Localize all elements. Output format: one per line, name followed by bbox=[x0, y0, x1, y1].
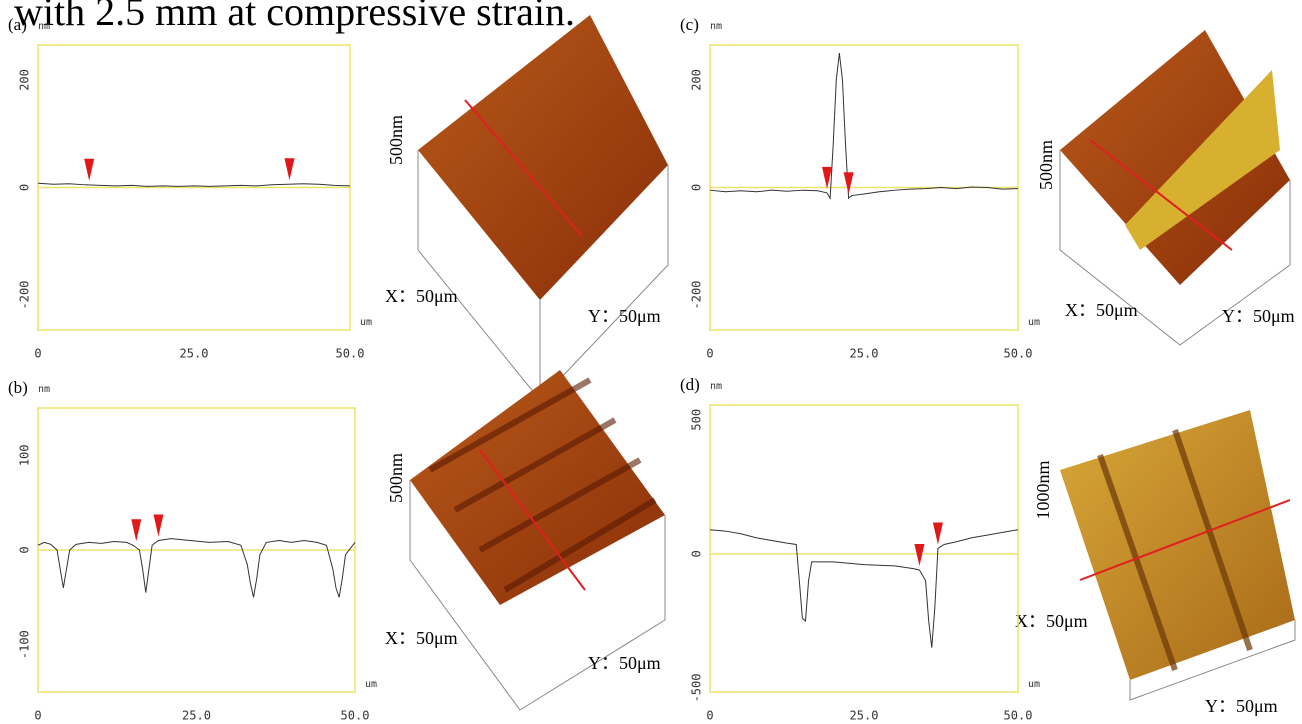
cursor-marker bbox=[84, 158, 95, 181]
afm-3d-d bbox=[1060, 410, 1296, 701]
x-tick-label: 0 bbox=[34, 347, 41, 361]
y-label: Y：50μm bbox=[1222, 306, 1295, 326]
x-tick-label: 25.0 bbox=[180, 347, 209, 361]
profile-line bbox=[709, 53, 1019, 200]
x-tick-label: 25.0 bbox=[850, 347, 879, 361]
y-tick-label: -200 bbox=[18, 281, 32, 310]
z-label: 500nm bbox=[1036, 140, 1056, 190]
panel-label: (b) bbox=[8, 378, 28, 397]
cursor-marker bbox=[932, 522, 943, 545]
x-label: X：50μm bbox=[385, 286, 458, 306]
x-tick-label: 50.0 bbox=[1004, 709, 1033, 723]
x-unit: um bbox=[1028, 317, 1040, 328]
profile-line bbox=[37, 182, 351, 187]
cursor-marker bbox=[914, 543, 925, 566]
afm-3d-b bbox=[409, 370, 666, 711]
x-tick-label: 0 bbox=[706, 709, 713, 723]
x-tick-label: 0 bbox=[34, 709, 41, 723]
y-unit: nm bbox=[38, 21, 50, 32]
y-unit: nm bbox=[38, 384, 50, 395]
panel-label: (d) bbox=[680, 375, 700, 394]
cursor-marker bbox=[822, 166, 833, 189]
x-unit: um bbox=[1028, 679, 1040, 690]
x-label: X：50μm bbox=[1065, 300, 1138, 320]
y-unit: nm bbox=[710, 21, 722, 32]
cursor-marker bbox=[153, 514, 164, 537]
y-tick-label: -200 bbox=[690, 281, 704, 310]
y-tick-label: 100 bbox=[18, 444, 32, 466]
x-unit: um bbox=[360, 317, 372, 328]
panel-label: (a) bbox=[8, 15, 27, 34]
y-tick-label: 0 bbox=[18, 546, 32, 553]
y-tick-label: 200 bbox=[690, 69, 704, 91]
x-tick-label: 25.0 bbox=[850, 709, 879, 723]
profile-line bbox=[709, 529, 1019, 648]
panel-label: (c) bbox=[680, 15, 699, 34]
x-label: X：50μm bbox=[385, 628, 458, 648]
y-tick-label: 500 bbox=[690, 409, 704, 431]
y-tick-label: -100 bbox=[18, 630, 32, 659]
caption: with 2.5 mm at compressive strain. bbox=[14, 0, 575, 34]
cursor-marker bbox=[284, 158, 295, 181]
profile-line bbox=[37, 538, 356, 598]
z-label: 1000nm bbox=[1033, 460, 1053, 519]
z-label: 500nm bbox=[386, 115, 406, 165]
x-unit: um bbox=[365, 679, 377, 690]
plot-frame bbox=[709, 404, 1019, 693]
y-tick-label: 0 bbox=[690, 550, 704, 557]
afm-3d-c bbox=[1059, 30, 1291, 346]
y-label: Y：50μm bbox=[588, 306, 661, 326]
y-label: Y：50μm bbox=[588, 653, 661, 673]
cursor-marker bbox=[843, 172, 854, 195]
y-tick-label: 0 bbox=[690, 184, 704, 191]
x-label: X：50μm bbox=[1015, 611, 1088, 631]
x-tick-label: 50.0 bbox=[336, 347, 365, 361]
y-unit: nm bbox=[710, 381, 722, 392]
x-tick-label: 25.0 bbox=[182, 709, 211, 723]
afm-3d-a bbox=[417, 15, 669, 401]
cursor-marker bbox=[131, 519, 142, 542]
y-tick-label: 200 bbox=[18, 69, 32, 91]
y-label: Y：50μm bbox=[1205, 696, 1278, 716]
y-tick-label: -500 bbox=[690, 674, 704, 703]
x-tick-label: 50.0 bbox=[341, 709, 370, 723]
x-tick-label: 50.0 bbox=[1004, 347, 1033, 361]
z-label: 500nm bbox=[386, 453, 406, 503]
x-tick-label: 0 bbox=[706, 347, 713, 361]
y-tick-label: 0 bbox=[18, 184, 32, 191]
